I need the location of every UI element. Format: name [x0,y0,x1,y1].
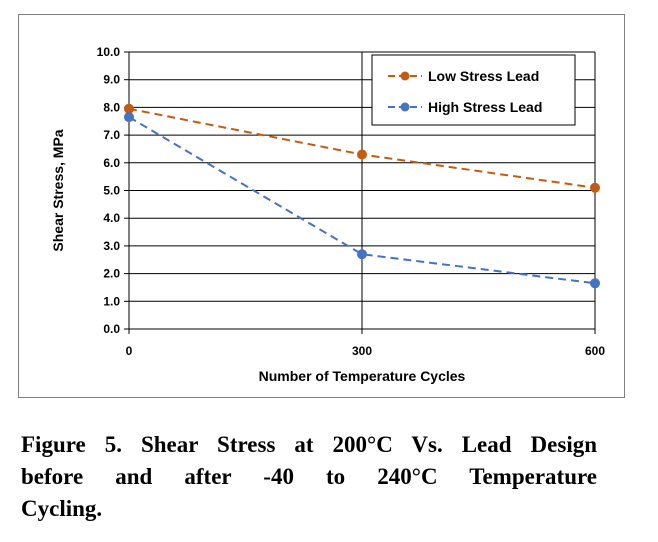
y-tick-label: 6.0 [103,156,120,170]
y-tick-label: 2.0 [103,267,120,281]
y-tick-label: 1.0 [103,294,120,308]
series-group [124,103,600,289]
x-axis-title: Number of Temperature Cycles [259,368,466,384]
caption-line-2: before and after -40 to 240°C Temperatur… [21,464,597,489]
legend-marker-low-stress-lead [400,71,410,81]
legend-box [371,54,576,126]
high-stress-lead-point [124,112,134,123]
low-stress-lead-point [124,103,134,114]
axes [128,52,595,330]
y-tick-label: 4.0 [103,211,120,225]
high-stress-lead-point [590,278,600,289]
figure-caption: Figure 5. Shear Stress at 200°C Vs. Lead… [21,429,597,525]
high-stress-lead-point [357,249,367,260]
legend-label-low-stress-lead: Low Stress Lead [428,68,539,84]
y-tick-label: 7.0 [103,128,120,142]
y-tick-label: 3.0 [103,239,120,253]
x-tick-labels: 0 300 600 [126,344,606,358]
x-tick-label: 300 [352,344,372,358]
chart-frame: 0.0 1.0 2.0 3.0 4.0 5.0 6.0 7.0 8.0 9.0 10.0 0 300 6… [18,14,625,398]
y-axis-title: Shear Stress, MPa [50,129,66,251]
y-tick-label: 10.0 [97,45,121,59]
low-stress-lead-point [357,149,367,160]
y-tick-labels: 0.0 1.0 2.0 3.0 4.0 5.0 6.0 7.0 8.0 9.0 10.0 [97,45,121,336]
legend: Low Stress Lead High Stress Lead [371,54,576,126]
y-tick-label: 0.0 [103,322,120,336]
legend-label-high-stress-lead: High Stress Lead [428,99,542,115]
x-tick-label: 0 [126,344,133,358]
caption-line-3: Cycling. [21,496,103,521]
line-chart: 0.0 1.0 2.0 3.0 4.0 5.0 6.0 7.0 8.0 9.0 10.0 0 300 6… [50,45,606,384]
legend-marker-high-stress-lead [400,102,410,112]
y-tick-label: 8.0 [103,100,120,114]
y-tick-label: 5.0 [103,184,120,198]
caption-line-1: Figure 5. Shear Stress at 200°C Vs. Lead… [21,432,597,457]
low-stress-lead-point [590,182,600,193]
x-tick-label: 600 [585,344,605,358]
gridlines [124,51,596,334]
y-tick-label: 9.0 [103,73,120,87]
